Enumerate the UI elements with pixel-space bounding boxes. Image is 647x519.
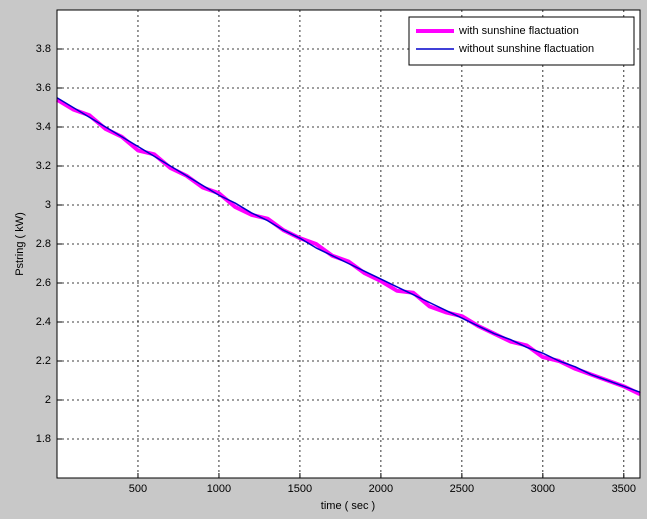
x-tick-label: 2000 xyxy=(369,483,393,495)
legend-label: without sunshine flactuation xyxy=(458,43,594,55)
plot-frame xyxy=(56,9,641,479)
x-tick-label: 2500 xyxy=(450,483,474,495)
y-tick-label: 3 xyxy=(45,199,51,211)
series-line xyxy=(56,97,641,393)
y-tick-label: 2.8 xyxy=(36,238,51,250)
y-tick-label: 3.6 xyxy=(36,82,51,94)
legend-box xyxy=(408,16,635,66)
series-line xyxy=(55,97,641,396)
x-axis-label: time ( sec ) xyxy=(321,500,375,512)
x-tick-label: 3500 xyxy=(612,483,636,495)
y-tick-label: 2 xyxy=(45,394,51,406)
y-tick-label: 2.2 xyxy=(36,355,51,367)
x-tick-label: 500 xyxy=(129,483,147,495)
y-tick-label: 2.6 xyxy=(36,277,51,289)
y-tick-label: 3.8 xyxy=(36,43,51,55)
y-tick-label: 3.4 xyxy=(36,121,51,133)
y-tick-label: 3.2 xyxy=(36,160,51,172)
y-tick-label: 1.8 xyxy=(36,433,51,445)
y-tick-label: 2.4 xyxy=(36,316,51,328)
legend-label: with sunshine flactuation xyxy=(458,25,579,37)
x-tick-label: 1500 xyxy=(288,483,312,495)
y-axis-label: Pstring ( kW) xyxy=(14,212,26,276)
x-tick-label: 1000 xyxy=(207,483,231,495)
x-tick-label: 3000 xyxy=(531,483,555,495)
